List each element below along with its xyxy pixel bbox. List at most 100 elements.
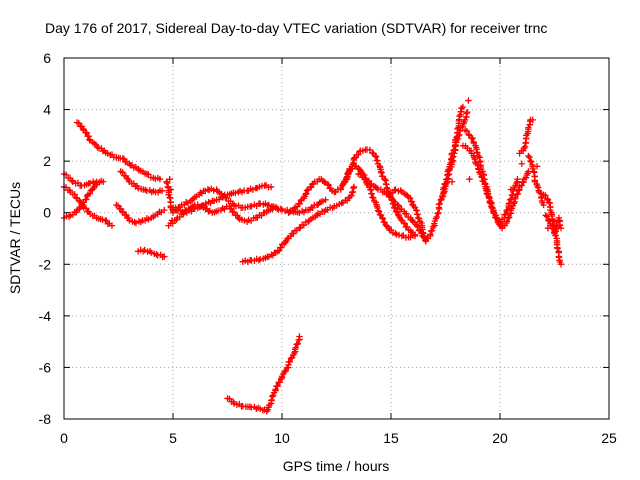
data-point	[451, 150, 458, 157]
data-point	[210, 187, 217, 194]
series-track-w	[224, 333, 303, 415]
data-point	[269, 393, 276, 400]
data-point	[525, 152, 532, 160]
data-point	[165, 191, 172, 198]
data-point	[427, 231, 434, 238]
data-point	[526, 154, 533, 161]
x-tick-label: 20	[492, 430, 508, 446]
data-point	[343, 174, 350, 182]
data-point	[394, 201, 401, 209]
data-point	[504, 206, 511, 213]
data-point	[325, 181, 332, 189]
data-point	[518, 160, 525, 167]
data-point	[485, 194, 493, 201]
data-point	[267, 183, 275, 191]
x-axis-ticks: 0 5 10 15 20 25	[60, 58, 617, 446]
data-point	[294, 340, 301, 347]
data-point	[86, 136, 93, 143]
data-point	[434, 210, 441, 217]
y-tick-label: 0	[43, 205, 51, 221]
grid	[64, 58, 609, 419]
data-point	[356, 166, 363, 173]
data-point	[544, 216, 552, 224]
series-track-d	[60, 181, 100, 222]
data-point	[228, 205, 235, 213]
data-point	[428, 227, 436, 234]
data-point	[303, 187, 311, 194]
data-point	[163, 178, 170, 185]
data-point	[474, 149, 481, 157]
data-point	[93, 181, 100, 188]
data-point	[463, 127, 471, 135]
data-point	[507, 196, 515, 203]
data-point	[456, 112, 463, 120]
data-point	[255, 257, 263, 264]
data-point	[277, 205, 284, 212]
data-point	[503, 218, 511, 225]
data-point	[350, 155, 358, 162]
data-point	[377, 211, 385, 219]
data-point	[448, 178, 456, 185]
data-point	[436, 200, 443, 208]
data-point	[420, 230, 427, 237]
data-point	[374, 207, 382, 214]
data-point	[379, 215, 387, 222]
data-point	[542, 212, 549, 219]
series-outliers	[166, 97, 552, 232]
y-axis-label: SDTVAR / TECUs	[7, 182, 23, 294]
data-point	[278, 244, 285, 251]
data-point	[272, 386, 279, 393]
data-point	[433, 213, 440, 221]
series-track-e	[113, 201, 168, 227]
data-point	[180, 210, 187, 218]
data-point	[287, 355, 295, 362]
data-point	[392, 208, 400, 215]
series-track-r	[461, 127, 521, 227]
data-point	[502, 211, 509, 218]
plot-frame	[63, 57, 610, 420]
data-point	[395, 202, 402, 209]
y-axis-ticks: -8 -6 -4 -2 0 2 4 6	[39, 50, 609, 427]
chart-title: Day 176 of 2017, Sidereal Day-to-day VTE…	[45, 20, 547, 36]
data-point	[461, 116, 469, 124]
data-point	[415, 215, 423, 222]
data-point	[276, 379, 284, 386]
data-point	[392, 230, 399, 237]
data-point	[120, 155, 128, 163]
data-point	[443, 179, 451, 186]
data-point	[372, 152, 379, 160]
data-points	[60, 97, 565, 415]
data-point	[83, 196, 90, 203]
data-point	[466, 175, 473, 183]
data-point	[82, 205, 90, 212]
data-point	[414, 223, 421, 230]
x-tick-label: 15	[383, 430, 399, 446]
x-tick-label: 0	[60, 430, 68, 446]
data-point	[542, 192, 549, 199]
x-axis-label: GPS time / hours	[283, 458, 390, 474]
data-point	[281, 368, 288, 376]
data-point	[324, 181, 331, 188]
x-tick-label: 5	[169, 430, 177, 446]
data-point	[435, 209, 442, 217]
series-track-c	[60, 183, 116, 229]
data-point	[382, 221, 389, 229]
data-point	[546, 217, 553, 225]
series-track-f	[117, 168, 166, 196]
data-point	[99, 216, 106, 223]
data-point	[321, 208, 328, 215]
data-point	[141, 246, 148, 254]
data-point	[161, 253, 168, 260]
data-point	[108, 222, 116, 229]
data-point	[525, 168, 532, 175]
data-point	[302, 191, 309, 198]
data-point	[148, 249, 155, 256]
data-point	[493, 215, 501, 222]
data-point	[544, 224, 552, 232]
data-point	[163, 179, 171, 187]
series-track-k	[239, 183, 358, 265]
y-tick-label: -4	[39, 308, 52, 324]
series-track-m	[339, 163, 419, 241]
data-point	[230, 208, 238, 216]
